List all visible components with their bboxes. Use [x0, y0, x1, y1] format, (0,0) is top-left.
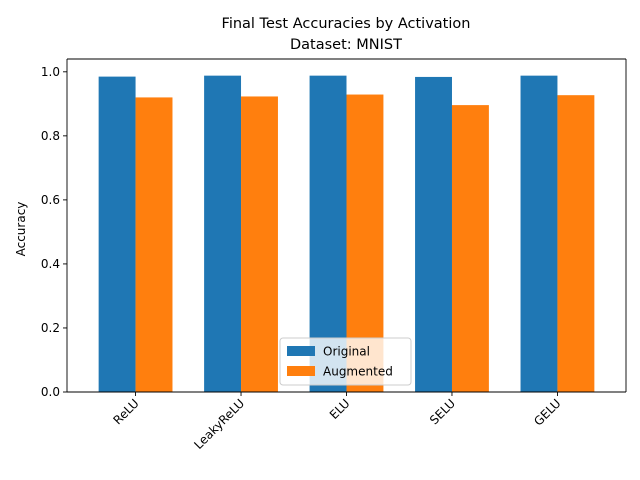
- bar-original-gelu: [520, 75, 558, 393]
- bar-augmented-relu: [135, 97, 173, 393]
- bar-augmented-selu: [451, 105, 489, 393]
- legend-swatch-original: [287, 346, 315, 356]
- plot-area: 0.0 0.2 0.4 0.6 0.8 1.0 ReLU LeakyReLU ELU SELU GE…: [41, 58, 627, 452]
- bar-original-relu: [98, 76, 136, 393]
- bar-augmented-gelu: [557, 95, 595, 393]
- y-axis-label: Accuracy: [14, 202, 28, 257]
- x-tick-label: ReLU: [111, 396, 142, 427]
- bar-original-leakyrelu: [204, 75, 242, 393]
- legend-swatch-augmented: [287, 366, 315, 376]
- y-tick-label: 0.2: [41, 321, 60, 335]
- y-tick-label: 0.4: [41, 257, 60, 271]
- y-tick-label: 0.8: [41, 129, 60, 143]
- x-tick-label: SELU: [427, 396, 458, 427]
- legend-label-augmented: Augmented: [323, 365, 393, 379]
- bar-augmented-leakyrelu: [241, 96, 278, 393]
- y-tick-label: 1.0: [41, 65, 60, 79]
- legend-label-original: Original: [323, 345, 370, 359]
- x-tick-label: LeakyReLU: [191, 396, 247, 452]
- x-tick-label: GELU: [531, 396, 563, 428]
- chart-subtitle: Dataset: MNIST: [290, 37, 402, 53]
- x-tick-label: ELU: [327, 396, 353, 422]
- chart-title: Final Test Accuracies by Activation: [222, 16, 471, 32]
- y-tick-label: 0.0: [41, 385, 60, 399]
- bar-original-selu: [415, 76, 452, 393]
- y-tick-label: 0.6: [41, 193, 60, 207]
